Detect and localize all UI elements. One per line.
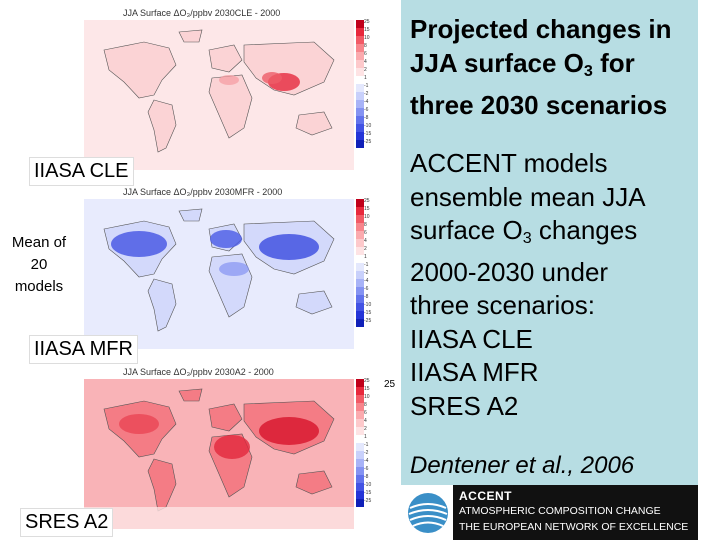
cb-cell bbox=[356, 60, 364, 68]
cb-cell bbox=[356, 451, 364, 459]
cb-cell bbox=[356, 68, 364, 76]
world-map-cle bbox=[84, 20, 354, 170]
cb-cell bbox=[356, 387, 364, 395]
slide-heading: Projected changes in JJA surface O3 for … bbox=[410, 14, 672, 121]
cb-cell bbox=[356, 263, 364, 271]
cb-cell bbox=[356, 124, 364, 132]
map-panel-a2: JJA Surface ΔO₃/ppbv 2030A2 - 2000 bbox=[78, 365, 378, 537]
cb-cell bbox=[356, 303, 364, 311]
slide-body: ACCENT models ensemble mean JJA surface … bbox=[410, 148, 646, 421]
cb-cell bbox=[356, 379, 364, 387]
accent-network: THE EUROPEAN NETWORK OF EXCELLENCE bbox=[459, 521, 689, 533]
cb-cell bbox=[356, 427, 364, 435]
map-title: JJA Surface ΔO₃/ppbv 2030MFR - 2000 bbox=[123, 187, 283, 197]
cb-cell bbox=[356, 491, 364, 499]
cb-cell bbox=[356, 223, 364, 231]
page-number: 25 bbox=[384, 379, 396, 390]
cb-cell bbox=[356, 411, 364, 419]
cb-cell bbox=[356, 279, 364, 287]
mean-line-1: Mean of bbox=[11, 234, 67, 251]
cb-cell bbox=[356, 255, 364, 263]
cb-cell bbox=[356, 44, 364, 52]
cb-cell bbox=[356, 20, 364, 28]
accent-globe-logo-icon bbox=[408, 493, 448, 533]
cb-cell bbox=[356, 231, 364, 239]
colorbar-mfr bbox=[356, 199, 364, 327]
mean-line-2: 20 bbox=[30, 256, 48, 273]
cb-cell bbox=[356, 84, 364, 92]
cb-cell bbox=[356, 28, 364, 36]
label-iiasa-cle: IIASA CLE bbox=[29, 157, 134, 186]
cb-cell bbox=[356, 247, 364, 255]
cb-cell bbox=[356, 271, 364, 279]
cb-cell bbox=[356, 140, 364, 148]
cb-cell bbox=[356, 116, 364, 124]
accent-text-block: ACCENT ATMOSPHERIC COMPOSITION CHANGE TH… bbox=[453, 485, 698, 540]
mean-line-3: models bbox=[14, 278, 64, 295]
world-map-a2 bbox=[84, 379, 354, 529]
cb-cell bbox=[356, 499, 364, 507]
cb-cell bbox=[356, 475, 364, 483]
cb-cell bbox=[356, 92, 364, 100]
cb-cell bbox=[356, 483, 364, 491]
cb-cell bbox=[356, 36, 364, 44]
cb-cell bbox=[356, 207, 364, 215]
accent-footer: ACCENT ATMOSPHERIC COMPOSITION CHANGE TH… bbox=[401, 485, 698, 540]
cb-cell bbox=[356, 287, 364, 295]
cb-cell bbox=[356, 459, 364, 467]
map-panel-cle: JJA Surface ΔO₃/ppbv 2030CLE - 2000 bbox=[78, 6, 378, 178]
cb-cell bbox=[356, 419, 364, 427]
cb-cell bbox=[356, 395, 364, 403]
map-panel-mfr: JJA Surface ΔO₃/ppbv 2030MFR - 2000 bbox=[78, 185, 378, 357]
cb-cell bbox=[356, 467, 364, 475]
colorbar-a2 bbox=[356, 379, 364, 507]
label-sres-a2: SRES A2 bbox=[20, 508, 114, 537]
label-iiasa-mfr: IIASA MFR bbox=[29, 335, 138, 364]
cb-cell bbox=[356, 215, 364, 223]
colorbar-cle bbox=[356, 20, 364, 148]
cb-cell bbox=[356, 311, 364, 319]
cb-cell bbox=[356, 435, 364, 443]
cb-cell bbox=[356, 132, 364, 140]
cb-cell bbox=[356, 239, 364, 247]
map-title: JJA Surface ΔO₃/ppbv 2030CLE - 2000 bbox=[123, 8, 281, 18]
map-title: JJA Surface ΔO₃/ppbv 2030A2 - 2000 bbox=[123, 367, 274, 377]
cb-cell bbox=[356, 76, 364, 84]
label-mean-of-models: Mean of 20 models bbox=[4, 232, 74, 298]
cb-cell bbox=[356, 295, 364, 303]
cb-cell bbox=[356, 443, 364, 451]
cb-cell bbox=[356, 319, 364, 327]
citation: Dentener et al., 2006 bbox=[410, 452, 635, 479]
cb-cell bbox=[356, 108, 364, 116]
cb-cell bbox=[356, 100, 364, 108]
cb-cell bbox=[356, 403, 364, 411]
cb-cell bbox=[356, 52, 364, 60]
accent-subtitle: ATMOSPHERIC COMPOSITION CHANGE bbox=[459, 505, 661, 517]
accent-name: ACCENT bbox=[459, 489, 512, 503]
cb-cell bbox=[356, 199, 364, 207]
world-map-mfr bbox=[84, 199, 354, 349]
description-panel: Projected changes in JJA surface O3 for … bbox=[401, 0, 698, 485]
